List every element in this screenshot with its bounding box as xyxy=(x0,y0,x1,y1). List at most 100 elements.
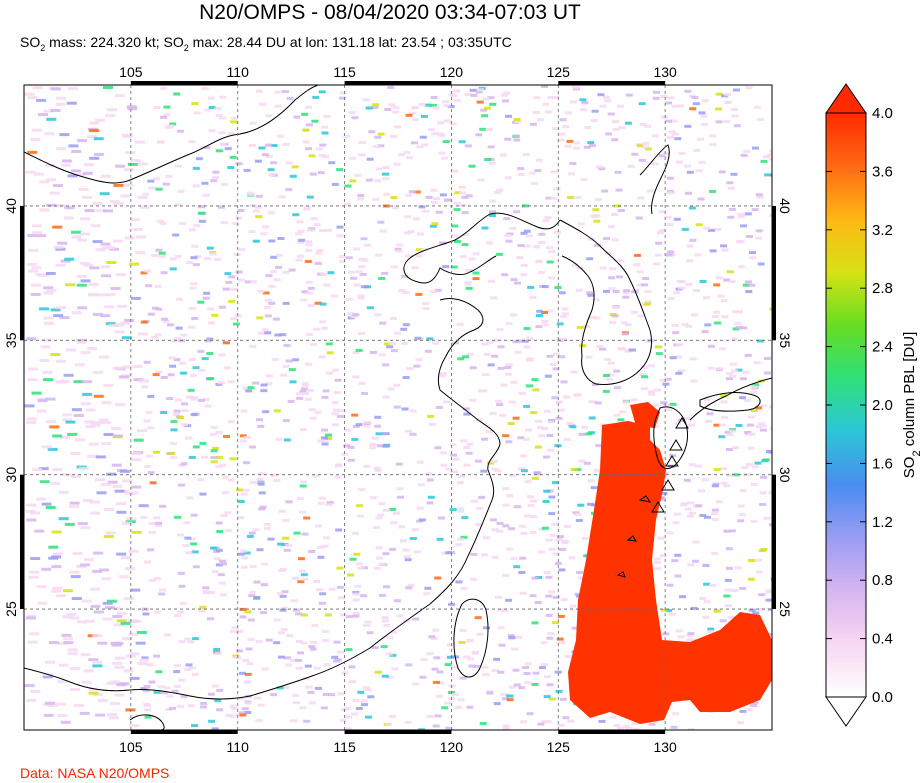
noise-pixel xyxy=(365,106,373,110)
noise-pixel xyxy=(264,331,272,335)
noise-pixel xyxy=(144,708,152,712)
noise-pixel xyxy=(493,702,501,706)
noise-pixel xyxy=(89,266,100,270)
noise-pixel xyxy=(227,478,235,482)
noise-pixel xyxy=(401,407,409,411)
noise-pixel xyxy=(572,511,580,515)
noise-pixel xyxy=(686,634,694,638)
noise-pixel xyxy=(513,118,521,121)
noise-pixel xyxy=(616,275,624,279)
noise-pixel xyxy=(695,504,703,508)
noise-pixel xyxy=(39,307,49,311)
noise-pixel xyxy=(430,637,438,641)
noise-pixel xyxy=(112,434,123,438)
noise-pixel xyxy=(266,374,273,378)
noise-pixel xyxy=(278,195,286,199)
noise-pixel xyxy=(219,559,226,563)
noise-pixel xyxy=(390,135,398,138)
noise-pixel xyxy=(303,516,311,520)
noise-pixel xyxy=(97,641,108,645)
noise-pixel xyxy=(288,368,296,372)
noise-pixel xyxy=(390,630,398,634)
noise-pixel xyxy=(371,646,379,649)
noise-pixel xyxy=(686,638,693,642)
noise-pixel xyxy=(448,602,456,606)
noise-pixel xyxy=(123,669,134,673)
noise-pixel xyxy=(474,459,482,463)
noise-pixel xyxy=(479,722,487,725)
noise-pixel xyxy=(208,321,215,325)
noise-pixel xyxy=(257,331,265,335)
noise-pixel xyxy=(566,421,574,425)
noise-pixel xyxy=(295,232,303,236)
noise-pixel xyxy=(491,669,499,673)
noise-pixel xyxy=(383,585,390,589)
noise-pixel xyxy=(182,544,190,548)
coast-shikoku xyxy=(699,392,761,412)
noise-pixel xyxy=(228,275,236,279)
noise-pixel xyxy=(505,440,513,444)
noise-pixel xyxy=(70,452,81,455)
noise-pixel xyxy=(181,423,189,427)
noise-pixel xyxy=(176,297,183,301)
noise-pixel xyxy=(382,363,390,367)
noise-pixel xyxy=(79,563,90,567)
noise-pixel xyxy=(370,496,377,500)
noise-pixel xyxy=(190,397,198,401)
noise-pixel xyxy=(70,688,80,691)
noise-pixel xyxy=(602,95,610,99)
noise-pixel xyxy=(654,567,662,571)
noise-pixel xyxy=(534,445,542,449)
noise-pixel xyxy=(544,675,552,679)
noise-pixel xyxy=(63,637,74,641)
noise-pixel xyxy=(418,205,426,209)
noise-pixel xyxy=(261,153,269,157)
noise-pixel xyxy=(322,692,330,696)
noise-pixel xyxy=(750,385,758,389)
noise-pixel xyxy=(452,693,459,697)
noise-pixel xyxy=(367,695,375,699)
noise-pixel xyxy=(113,183,124,187)
noise-pixel xyxy=(733,124,741,128)
noise-pixel xyxy=(738,513,746,517)
noise-pixel xyxy=(491,528,499,532)
noise-pixel xyxy=(37,399,48,403)
tick-label-lat-left: 40 xyxy=(3,198,19,214)
noise-pixel xyxy=(101,421,112,425)
noise-pixel xyxy=(666,531,674,535)
noise-pixel xyxy=(545,246,553,250)
noise-pixel xyxy=(659,378,667,382)
noise-pixel xyxy=(505,363,513,367)
noise-pixel xyxy=(654,345,662,349)
noise-pixel xyxy=(225,280,233,284)
noise-pixel xyxy=(448,684,456,688)
noise-pixel xyxy=(359,272,367,276)
noise-pixel xyxy=(32,86,43,90)
noise-pixel xyxy=(428,128,436,132)
noise-pixel xyxy=(382,177,390,181)
noise-pixel xyxy=(660,115,668,119)
noise-pixel xyxy=(50,87,61,91)
noise-pixel xyxy=(105,293,116,297)
noise-pixel xyxy=(201,357,209,361)
noise-pixel xyxy=(191,672,199,676)
noise-pixel xyxy=(748,283,756,287)
noise-pixel xyxy=(358,141,366,144)
noise-pixel xyxy=(116,619,127,623)
noise-pixel xyxy=(549,362,557,366)
noise-pixel xyxy=(420,658,428,662)
noise-pixel xyxy=(718,423,726,427)
noise-pixel xyxy=(520,469,528,473)
noise-pixel xyxy=(497,670,505,674)
noise-pixel xyxy=(415,254,423,258)
noise-pixel xyxy=(306,291,314,295)
noise-pixel xyxy=(392,206,399,210)
noise-pixel xyxy=(375,546,383,550)
noise-pixel xyxy=(543,489,551,493)
noise-pixel xyxy=(93,153,104,156)
noise-pixel xyxy=(510,380,518,384)
noise-pixel xyxy=(345,715,353,719)
noise-pixel xyxy=(468,164,476,168)
noise-pixel xyxy=(229,704,237,708)
noise-pixel xyxy=(210,456,218,460)
